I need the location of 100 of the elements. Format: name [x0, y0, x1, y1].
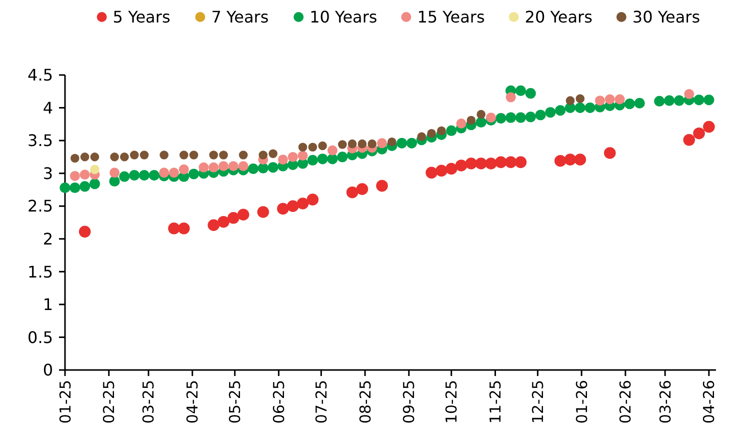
x-tick-label: 08-25	[356, 380, 374, 424]
point	[258, 150, 268, 160]
point	[288, 152, 298, 162]
point	[358, 139, 367, 148]
y-tick-label: 3	[42, 164, 53, 183]
x-tick-label: 07-25	[312, 380, 330, 424]
point	[78, 226, 91, 238]
point	[554, 154, 566, 167]
point	[417, 132, 426, 142]
point	[219, 150, 228, 160]
point	[257, 206, 270, 218]
point	[494, 156, 507, 168]
legend-label: 20 Years	[524, 8, 592, 27]
point	[564, 154, 576, 166]
point	[614, 94, 625, 104]
point	[168, 222, 180, 234]
legend-label: 5 Years	[112, 8, 170, 27]
point	[504, 156, 517, 168]
x-tick-label: 06-25	[270, 380, 288, 424]
point	[318, 141, 327, 150]
y-tick-label: 2	[42, 229, 53, 248]
y-tick-label: 4.5	[28, 66, 53, 85]
point	[178, 222, 190, 234]
point	[308, 142, 318, 152]
point	[486, 112, 496, 123]
point	[208, 162, 219, 172]
point	[160, 150, 168, 160]
point	[506, 92, 516, 102]
point	[445, 162, 458, 175]
point	[436, 164, 448, 177]
x-tick-label: 03-25	[140, 380, 158, 424]
point	[90, 164, 100, 174]
x-tick-label: 09-25	[400, 380, 418, 424]
x-tick-label: 04-25	[184, 380, 202, 424]
point	[604, 147, 616, 159]
x-tick-label: 05-25	[226, 380, 244, 424]
point	[208, 219, 220, 232]
point	[456, 118, 466, 128]
point	[426, 166, 438, 179]
point	[80, 152, 90, 162]
point	[356, 183, 368, 195]
point	[566, 96, 575, 105]
y-tick-label: 3.5	[28, 131, 53, 150]
y-tick-label: 2.5	[28, 196, 53, 216]
point	[298, 142, 308, 152]
point	[437, 126, 446, 136]
point	[476, 110, 486, 119]
point	[298, 150, 308, 161]
point	[485, 158, 497, 170]
point	[514, 156, 527, 168]
point	[368, 139, 376, 148]
point	[346, 186, 358, 198]
point	[377, 138, 388, 148]
point	[327, 145, 338, 156]
point	[140, 150, 149, 160]
x-tick-label: 01-25	[56, 380, 74, 424]
point	[110, 168, 120, 178]
point	[388, 137, 396, 146]
point	[465, 158, 478, 170]
legend-label: 7 Years	[211, 8, 269, 27]
point	[466, 116, 476, 125]
point	[594, 96, 605, 106]
point	[110, 152, 119, 162]
y-tick-label: 4	[42, 98, 53, 118]
x-tick-label: 02-25	[100, 380, 118, 424]
point	[427, 128, 436, 138]
point	[120, 152, 129, 162]
point	[338, 140, 347, 149]
point	[238, 161, 248, 172]
point	[238, 150, 248, 160]
point	[80, 170, 90, 180]
point	[70, 154, 80, 163]
x-tick-label: 04-26	[700, 380, 718, 424]
point	[218, 216, 230, 228]
point	[268, 149, 278, 158]
point	[277, 202, 289, 215]
point	[455, 160, 468, 172]
point	[168, 168, 179, 178]
point	[159, 168, 170, 178]
point	[278, 154, 288, 165]
point	[189, 150, 198, 160]
point	[703, 120, 715, 133]
point	[604, 94, 615, 104]
x-tick-label: 03-26	[656, 380, 674, 424]
point	[693, 127, 705, 140]
point	[130, 150, 139, 160]
point	[209, 150, 218, 160]
point	[306, 194, 319, 206]
point	[178, 164, 189, 174]
point	[90, 152, 100, 162]
legend-label: 10 Years	[310, 8, 378, 27]
x-tick-label: 10-25	[442, 380, 461, 424]
point	[70, 170, 80, 181]
point	[576, 94, 585, 103]
point	[228, 212, 240, 224]
y-tick-label: 1.5	[28, 262, 53, 282]
point	[296, 198, 309, 210]
point	[228, 161, 238, 172]
x-tick-label: 11-25	[486, 380, 504, 424]
y-tick-label: 0	[42, 360, 53, 380]
